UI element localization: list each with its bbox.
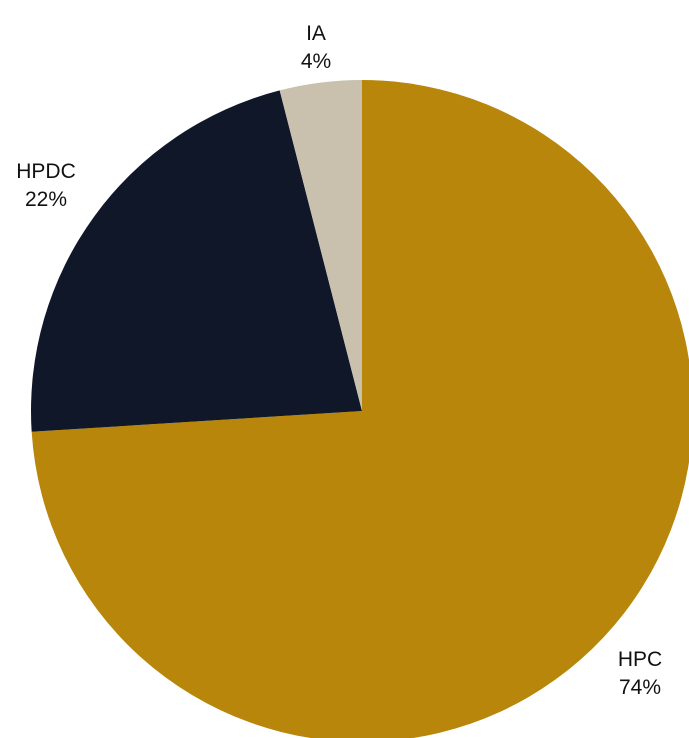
slice-value-hpc: 74% xyxy=(619,676,661,699)
pie-labels: HPC 74% HPDC 22% IA 4% xyxy=(16,22,662,699)
pie-slice-hpdc xyxy=(30,90,362,432)
slice-value-hpdc: 22% xyxy=(25,188,67,211)
pie-slice-ia xyxy=(279,80,362,411)
pie-slices xyxy=(30,80,689,738)
slice-label-ia: IA xyxy=(306,22,326,45)
slice-value-ia: 4% xyxy=(301,50,331,73)
slice-label-hpc: HPC xyxy=(618,648,662,671)
slice-label-hpdc: HPDC xyxy=(16,160,76,183)
pie-slice-hpc xyxy=(31,80,689,738)
